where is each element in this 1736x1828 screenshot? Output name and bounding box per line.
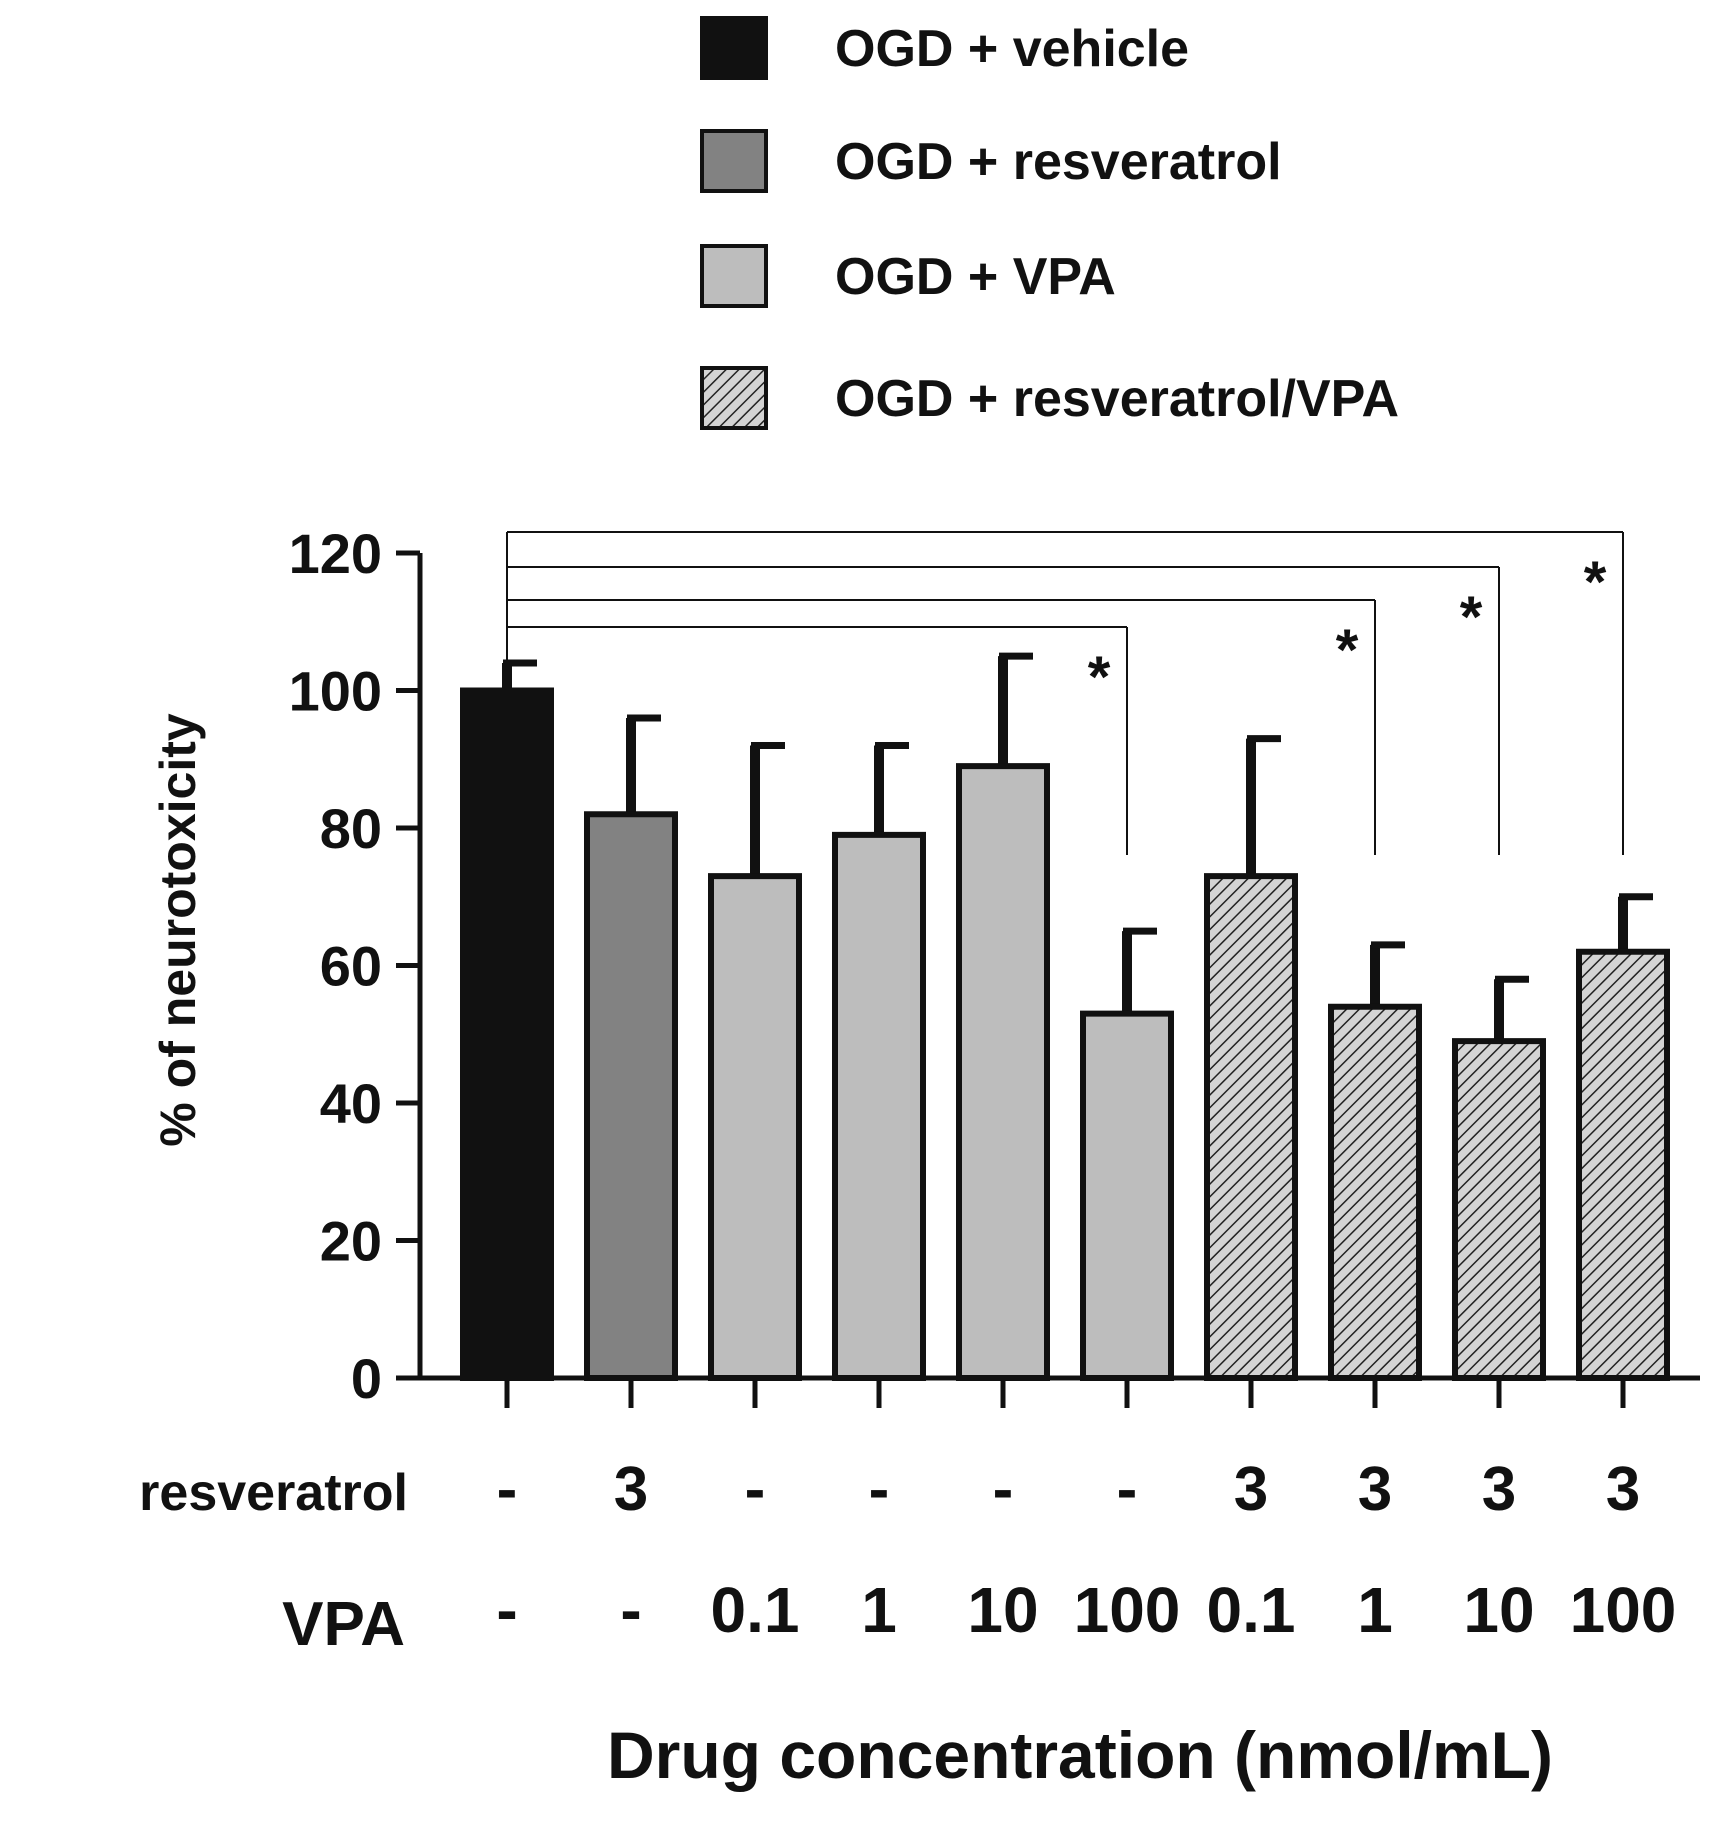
x-category-label-resveratrol: -	[869, 1455, 890, 1524]
x-category-label-resveratrol: 3	[1358, 1455, 1392, 1524]
significance-asterisk: *	[1460, 585, 1483, 650]
y-tick-label: 120	[289, 522, 382, 585]
bar-vpa	[1080, 1010, 1174, 1381]
significance-asterisk: *	[1584, 550, 1607, 615]
legend-label-combo: OGD + resveratrol/VPA	[835, 370, 1399, 428]
x-category-label-vpa: 100	[1570, 1574, 1677, 1646]
y-axis: 0 20 40 60 80 100 120	[289, 522, 1700, 1410]
x-category-label-resveratrol: 3	[1606, 1455, 1640, 1524]
x-category-label-resveratrol: -	[993, 1455, 1014, 1524]
legend-swatch-combo	[700, 366, 768, 430]
x-category-label-resveratrol: 3	[614, 1455, 648, 1524]
x-axis-title: Drug concentration (nmol/mL)	[607, 1718, 1553, 1792]
x-category-label-resveratrol: -	[497, 1455, 518, 1524]
x-category-label-vpa: -	[620, 1574, 641, 1646]
x-category-label-vpa: -	[496, 1574, 517, 1646]
bars	[460, 652, 1670, 1381]
significance-asterisk: *	[1088, 645, 1111, 710]
bar-resveratrol	[584, 811, 678, 1381]
significance-brackets: * * * *	[506, 531, 1624, 855]
x-category-label-resveratrol: -	[745, 1455, 766, 1524]
x-category-label-vpa: 1	[861, 1574, 897, 1646]
y-tick-label: 0	[351, 1347, 382, 1410]
significance-asterisk: *	[1336, 618, 1359, 683]
legend-swatch-vpa	[700, 244, 768, 308]
x-category-label-vpa: 0.1	[711, 1574, 800, 1646]
bar-vpa	[708, 873, 802, 1381]
x-category-label-vpa: 10	[1463, 1574, 1534, 1646]
row-label-vpa: VPA	[282, 1590, 405, 1659]
bar-vehicle	[460, 687, 554, 1381]
bar-vpa	[956, 763, 1050, 1381]
x-category-label-vpa: 0.1	[1207, 1574, 1296, 1646]
legend-swatch-resveratrol	[700, 129, 768, 193]
x-category-label-resveratrol: -	[1117, 1455, 1138, 1524]
x-category-label-resveratrol: 3	[1234, 1455, 1268, 1524]
bar-vpa	[832, 831, 926, 1381]
bar-combo	[1204, 873, 1298, 1381]
bar-combo	[1328, 1003, 1422, 1381]
x-category-label-resveratrol: 3	[1482, 1455, 1516, 1524]
legend-label-vpa: OGD + VPA	[835, 248, 1116, 306]
bar-combo	[1452, 1038, 1546, 1381]
legend-label-resveratrol: OGD + resveratrol	[835, 133, 1282, 191]
y-tick-label: 40	[320, 1072, 382, 1135]
row-label-resveratrol: resveratrol	[139, 1464, 408, 1522]
x-category-label-vpa: 10	[967, 1574, 1038, 1646]
legend: OGD + vehicle OGD + resveratrol OGD + VPA O…	[700, 16, 1399, 430]
y-tick-label: 20	[320, 1210, 382, 1273]
y-axis-title: % of neurotoxicity	[150, 713, 206, 1147]
legend-swatch-vehicle	[700, 16, 768, 80]
y-tick-label: 100	[289, 660, 382, 723]
y-tick-label: 60	[320, 935, 382, 998]
y-tick-label: 80	[320, 797, 382, 860]
legend-label-vehicle: OGD + vehicle	[835, 20, 1189, 78]
bar-combo	[1576, 948, 1670, 1381]
x-category-label-vpa: 100	[1074, 1574, 1181, 1646]
x-category-label-vpa: 1	[1357, 1574, 1393, 1646]
